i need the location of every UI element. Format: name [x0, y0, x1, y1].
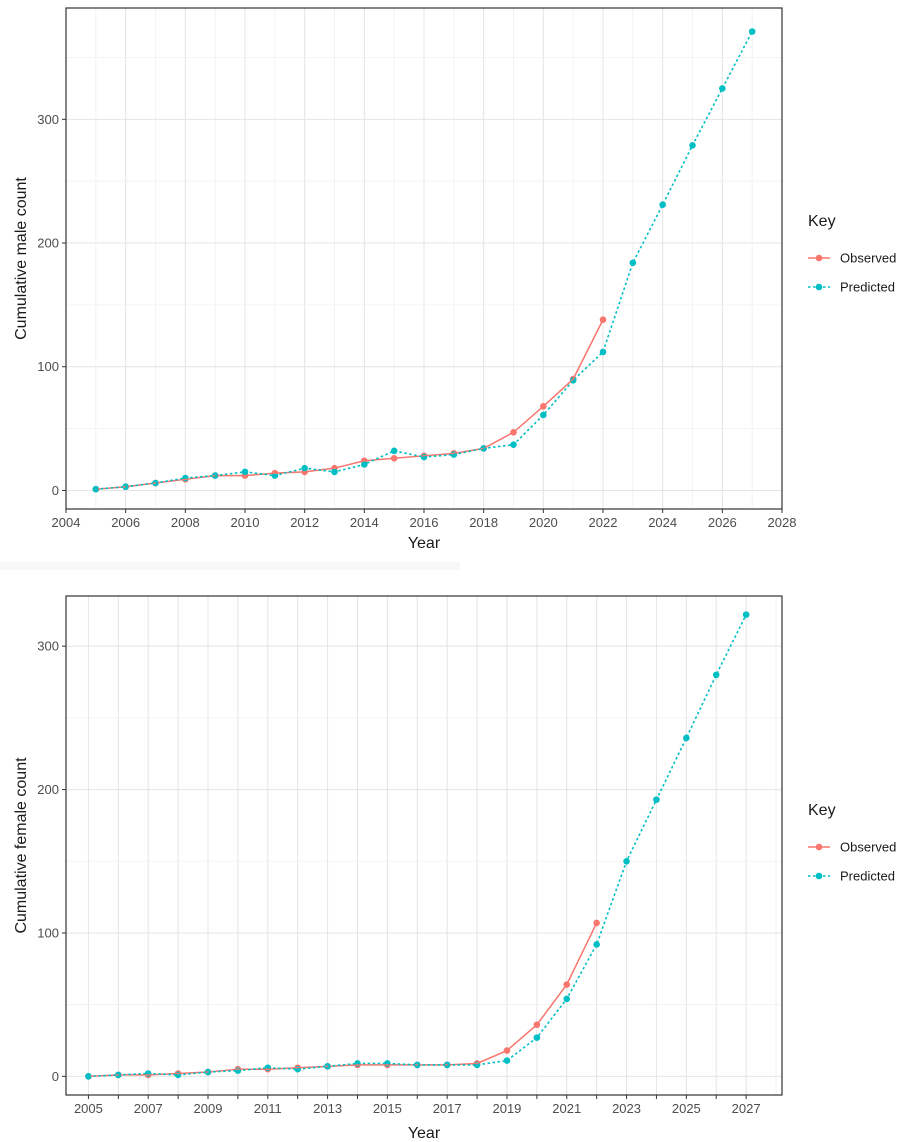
y-tick-label: 200 [37, 782, 59, 797]
legend-point-predicted [815, 872, 823, 880]
point-predicted [748, 28, 756, 35]
x-tick-label: 2024 [648, 515, 677, 530]
plot-panel [66, 596, 782, 1095]
legend-label-predicted: Predicted [840, 280, 895, 295]
legend: Key Observed Predicted [808, 802, 896, 884]
x-tick-label: 2026 [708, 515, 737, 530]
x-tick-label: 2018 [469, 515, 498, 530]
legend-title: Key [808, 213, 836, 230]
point-predicted [719, 85, 726, 92]
y-axis-title: Cumulative male count [13, 177, 30, 340]
y-tick-label: 200 [37, 236, 59, 251]
x-tick-label: 2008 [171, 515, 200, 530]
y-tick-label: 100 [37, 359, 59, 374]
panel-border [65, 595, 783, 1096]
y-axis-title: Cumulative female count [13, 757, 30, 934]
x-tick-label: 2005 [74, 1101, 103, 1116]
grid [66, 596, 782, 1095]
x-tick-label: 2022 [589, 515, 618, 530]
x-tick-label: 2023 [612, 1101, 641, 1116]
legend-point-predicted [815, 283, 823, 291]
x-tick-label: 2011 [254, 1101, 282, 1116]
chart-female-cumulative: 0 100 200 300 2005 2007 2009 2011 2013 2015 2017 20… [13, 595, 896, 1142]
point-predicted [659, 201, 666, 208]
y-tick-label: 100 [37, 925, 59, 940]
series-line-observed [88, 922, 598, 1078]
x-tick-label: 2014 [350, 515, 379, 530]
legend-label-observed: Observed [840, 251, 896, 266]
legend-label-predicted: Predicted [840, 869, 895, 884]
x-axis-title: Year [408, 1125, 441, 1142]
x-tick-label: 2013 [313, 1101, 342, 1116]
legend-point-observed [815, 843, 823, 851]
x-tick-label: 2020 [529, 515, 558, 530]
x-tick-label: 2012 [290, 515, 319, 530]
x-tick-label: 2010 [231, 515, 260, 530]
x-tick-label: 2006 [111, 515, 140, 530]
x-tick-label: 2027 [732, 1101, 761, 1116]
x-tick-label: 2025 [672, 1101, 701, 1116]
x-tick-label: 2017 [433, 1101, 462, 1116]
point-predicted [683, 734, 690, 742]
legend-title: Key [808, 802, 836, 819]
y-tick-label: 0 [52, 1069, 59, 1084]
y-tick-label: 300 [37, 639, 59, 654]
chart-male-cumulative: 0 100 200 300 2004 2006 2008 2010 2012 2014 2016 20… [13, 7, 896, 552]
x-axis-title: Year [408, 535, 441, 552]
legend: Key Observed Predicted [808, 213, 896, 295]
y-tick-label: 300 [37, 112, 59, 127]
x-tick-label: 2009 [194, 1101, 223, 1116]
series-line-observed [95, 319, 604, 490]
legend-label-observed: Observed [840, 840, 896, 855]
x-tick-label: 2016 [410, 515, 439, 530]
x-tick-label: 2019 [492, 1101, 521, 1116]
series-line-predicted [95, 31, 753, 491]
x-tick-label: 2028 [768, 515, 797, 530]
x-tick-label: 2021 [552, 1101, 581, 1116]
legend-point-observed [815, 254, 823, 262]
x-tick-label: 2004 [52, 515, 81, 530]
x-tick-label: 2015 [373, 1101, 402, 1116]
grid [65, 8, 783, 509]
point-predicted [390, 447, 398, 455]
x-tick-label: 2007 [134, 1101, 163, 1116]
point-predicted [712, 671, 720, 679]
y-tick-label: 0 [52, 483, 59, 498]
